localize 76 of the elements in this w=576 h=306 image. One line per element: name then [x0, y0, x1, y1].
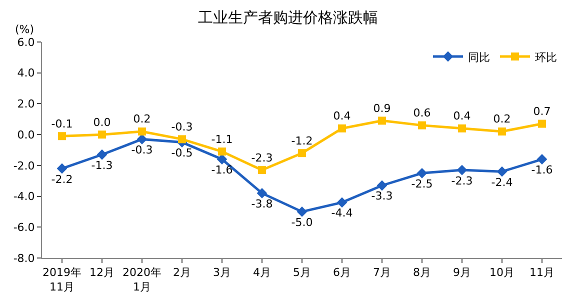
data-label: -2.2 — [51, 172, 73, 186]
point — [336, 197, 348, 208]
data-label: -1.6 — [211, 164, 233, 177]
point — [538, 120, 546, 128]
data-label: -0.5 — [171, 146, 193, 160]
point — [376, 180, 388, 191]
data-label: -2.3 — [451, 174, 473, 188]
data-label: 0.0 — [93, 116, 111, 129]
legend-label: 环比 — [535, 50, 557, 64]
data-label: -3.3 — [371, 190, 393, 203]
point — [416, 168, 428, 178]
y-tick-label: 0.0 — [17, 128, 35, 142]
point — [496, 166, 508, 177]
point — [298, 149, 306, 158]
x-tick-label: 6月 — [333, 266, 351, 280]
x-tick-label: 11月 — [530, 266, 554, 280]
point — [498, 127, 506, 136]
point — [218, 148, 226, 156]
data-label: -3.8 — [251, 197, 273, 210]
data-label: 0.7 — [533, 105, 551, 118]
point — [98, 130, 106, 139]
point — [378, 116, 386, 125]
data-label: -2.5 — [411, 177, 433, 190]
y-tick-label: -2.0 — [13, 159, 35, 172]
point — [258, 166, 266, 174]
data-label: 0.4 — [333, 110, 351, 123]
y-tick-label: -6.0 — [13, 220, 35, 234]
data-label: 0.2 — [493, 112, 511, 126]
data-label: -2.4 — [491, 176, 513, 189]
x-tick-label: 5月 — [293, 266, 311, 280]
point — [256, 188, 268, 198]
chart-title: 工业生产者购进价格涨跌幅 — [198, 8, 378, 27]
x-tick-label: 9月 — [453, 266, 471, 280]
point — [536, 154, 548, 164]
data-label: 0.4 — [453, 110, 471, 123]
point — [418, 121, 426, 130]
point — [58, 132, 66, 140]
point — [458, 124, 466, 132]
point — [296, 206, 308, 217]
x-tick-label: 2月 — [173, 266, 191, 280]
y-tick-label: 4.0 — [17, 66, 35, 80]
x-tick-label: 8月 — [413, 266, 431, 280]
point — [138, 127, 146, 136]
point — [456, 164, 468, 176]
x-tick-label: 10月 — [490, 266, 514, 280]
data-label: -0.3 — [131, 143, 153, 156]
data-label: 0.9 — [373, 102, 391, 115]
data-label: -1.1 — [211, 132, 233, 146]
x-tick-label: 4月 — [253, 266, 271, 280]
point — [96, 149, 108, 160]
data-label: -0.3 — [171, 120, 193, 134]
x-tick-label: 2020年 1月 — [122, 266, 162, 294]
legend-label: 同比 — [468, 50, 490, 64]
x-tick-label: 12月 — [90, 266, 114, 280]
point — [216, 154, 228, 164]
data-label: -2.3 — [251, 151, 273, 164]
data-label: -5.0 — [291, 216, 313, 229]
x-tick-label: 3月 — [213, 266, 231, 280]
x-tick-label: 2019年 11月 — [42, 266, 82, 294]
data-label: 0.6 — [413, 106, 431, 120]
point — [56, 163, 68, 174]
data-label: -1.2 — [291, 134, 313, 148]
y-tick-label: -8.0 — [13, 252, 35, 265]
point — [136, 134, 148, 144]
data-label: 0.2 — [133, 112, 151, 126]
x-tick-label: 7月 — [373, 266, 391, 280]
y-axis-title: (%) — [15, 23, 34, 36]
data-label: -1.6 — [531, 164, 553, 177]
data-label: -4.4 — [331, 206, 353, 220]
point — [178, 135, 186, 144]
y-tick-label: 6.0 — [17, 36, 35, 49]
y-tick-label: -4.0 — [13, 190, 35, 204]
data-label: -1.3 — [91, 158, 113, 172]
data-label: -0.1 — [51, 117, 73, 130]
point — [338, 124, 346, 132]
y-tick-label: 2.0 — [17, 98, 35, 111]
